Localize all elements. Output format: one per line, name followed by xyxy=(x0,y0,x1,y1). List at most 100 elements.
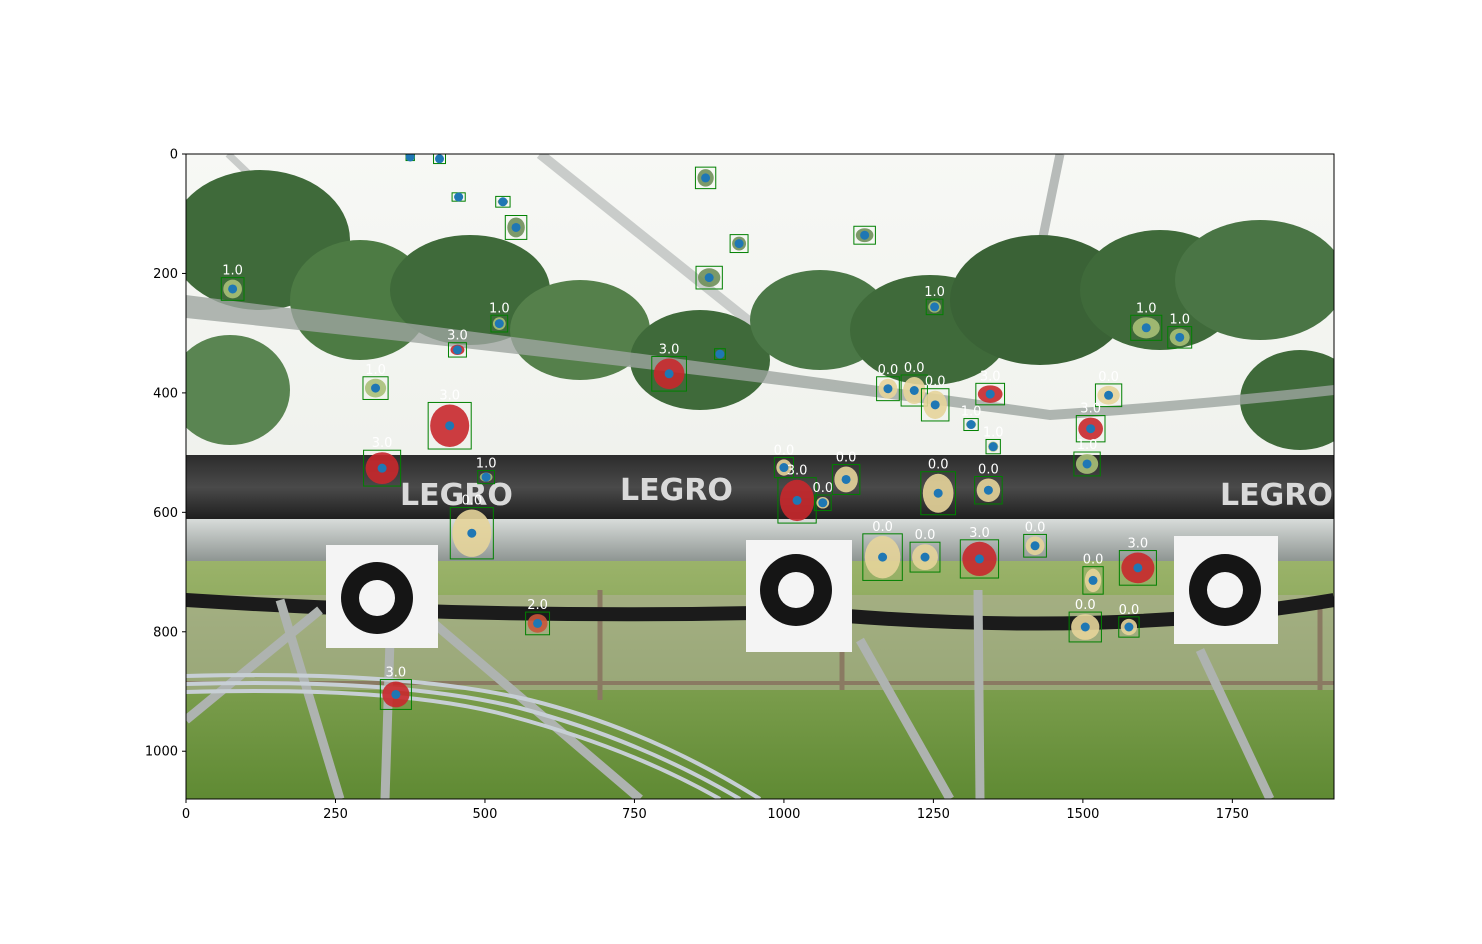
detection: 0.0 xyxy=(920,458,957,516)
center-point xyxy=(792,495,802,505)
detection xyxy=(714,348,726,360)
y-tick-label: 400 xyxy=(153,386,178,401)
x-tick-label: 1750 xyxy=(1216,807,1249,822)
center-point xyxy=(1030,541,1040,551)
center-point xyxy=(920,552,930,562)
detection: 0.0 xyxy=(812,481,833,512)
bounding-box xyxy=(974,476,1003,505)
center-point xyxy=(445,421,455,431)
class-label: 0.0 xyxy=(461,494,482,509)
detection: 0.0 xyxy=(831,451,861,495)
center-point xyxy=(704,273,714,283)
class-label: 0.0 xyxy=(904,361,925,376)
center-point xyxy=(841,474,851,484)
class-label: 0.0 xyxy=(1098,370,1119,385)
class-label: 1.0 xyxy=(1077,438,1098,453)
center-point xyxy=(1104,390,1114,400)
center-point xyxy=(930,302,940,312)
bounding-box xyxy=(495,195,511,208)
detection: 0.0 xyxy=(1023,520,1047,558)
class-label: 0.0 xyxy=(1119,603,1140,618)
detection: 0.0 xyxy=(920,375,950,422)
y-tick-label: 0 xyxy=(170,148,178,163)
bounding-box xyxy=(729,234,749,254)
center-point xyxy=(405,154,415,162)
center-point xyxy=(883,384,893,394)
class-label: 0.0 xyxy=(925,375,946,390)
center-point xyxy=(1088,575,1098,585)
detection xyxy=(433,154,446,165)
center-point xyxy=(664,369,674,379)
detection xyxy=(451,192,466,202)
center-point xyxy=(983,485,993,495)
fiducial-marker xyxy=(746,540,852,652)
detection: 3.0 xyxy=(959,526,1000,579)
class-label: 1.0 xyxy=(961,405,982,420)
class-label: 3.0 xyxy=(787,464,808,479)
center-point xyxy=(511,222,521,232)
class-label: 1.0 xyxy=(1169,313,1190,328)
detection xyxy=(729,234,749,254)
class-label: 1.0 xyxy=(924,285,945,300)
center-point xyxy=(391,689,401,699)
bounding-box xyxy=(490,314,509,333)
class-label: 0.0 xyxy=(915,528,936,543)
detection: 3.0 xyxy=(651,342,687,392)
class-label: 0.0 xyxy=(836,451,857,466)
bounding-box xyxy=(975,382,1006,406)
class-label: 3.0 xyxy=(969,526,990,541)
bounding-box xyxy=(433,154,446,165)
detection: 3.0 xyxy=(777,464,817,524)
detection: 3.0 xyxy=(427,388,472,450)
tray-sign: LEGRO xyxy=(1220,478,1333,513)
class-label: 1.0 xyxy=(222,264,243,279)
bounding-box xyxy=(920,471,957,516)
x-tick-label: 0 xyxy=(182,807,190,822)
bounding-box xyxy=(1130,314,1163,341)
class-label: 1.0 xyxy=(1136,301,1157,316)
class-label: 3.0 xyxy=(439,388,460,403)
center-point xyxy=(454,192,464,202)
detection: 1.0 xyxy=(1167,313,1193,349)
bounding-box xyxy=(379,679,412,710)
class-label: 3.0 xyxy=(980,369,1001,384)
x-tick-label: 500 xyxy=(473,807,498,822)
center-point xyxy=(1133,563,1143,573)
bounding-box xyxy=(900,374,928,407)
x-tick-label: 250 xyxy=(323,807,348,822)
center-point xyxy=(435,154,445,164)
bounding-box xyxy=(777,477,817,524)
center-point xyxy=(1124,622,1134,632)
center-point xyxy=(371,383,381,393)
center-point xyxy=(1141,323,1151,333)
detection xyxy=(405,154,415,162)
class-label: 0.0 xyxy=(878,363,899,378)
center-point xyxy=(1086,424,1096,434)
bounding-box xyxy=(695,265,723,290)
bounding-box xyxy=(1073,451,1101,477)
center-point xyxy=(1080,622,1090,632)
bounding-box xyxy=(1118,550,1157,586)
bounding-box xyxy=(909,541,941,573)
bounding-box xyxy=(985,438,1001,455)
detection: 0.0 xyxy=(1082,553,1104,595)
class-label: 0.0 xyxy=(978,463,999,478)
detection: 1.0 xyxy=(961,405,982,432)
bounding-box xyxy=(694,166,717,190)
x-tick-label: 750 xyxy=(622,807,647,822)
center-point xyxy=(985,389,995,399)
bounding-box xyxy=(1082,566,1104,595)
bounding-box xyxy=(714,348,726,360)
class-label: 0.0 xyxy=(812,481,833,496)
bounding-box xyxy=(876,376,900,402)
x-tick-label: 1500 xyxy=(1066,807,1099,822)
center-point xyxy=(1082,459,1092,469)
class-label: 1.0 xyxy=(365,363,386,378)
detection xyxy=(694,166,717,190)
bounding-box xyxy=(920,388,950,422)
detection: 0.0 xyxy=(974,463,1003,505)
detection: 0.0 xyxy=(449,494,494,560)
detection: 0.0 xyxy=(1068,598,1102,643)
axis-ticks: 0 250 500 750 1000 1250 1500 1750 0 200 400 600 800 1… xyxy=(145,148,1249,823)
center-point xyxy=(818,498,828,508)
